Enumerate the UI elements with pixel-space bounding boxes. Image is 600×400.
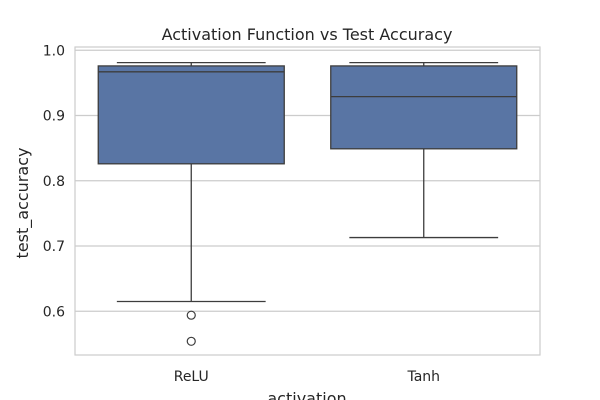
iqr-box <box>97 65 285 165</box>
y-tick-label: 1.0 <box>43 43 65 59</box>
outlier-point <box>186 336 196 346</box>
iqr-box <box>330 65 518 150</box>
x-tick-label: ReLU <box>174 369 209 385</box>
outlier-point <box>186 310 196 320</box>
box-group-relu <box>97 62 285 346</box>
y-tick-label: 0.8 <box>43 174 65 190</box>
plot-frame <box>74 46 541 356</box>
box-layer <box>97 62 518 346</box>
y-axis-title: test_accuracy <box>13 148 33 259</box>
x-tick-label: Tanh <box>406 369 440 385</box>
y-tick-label: 0.7 <box>43 239 65 255</box>
y-tick-label: 0.9 <box>43 109 65 125</box>
y-tick-labels: 0.6 0.7 0.8 0.9 1.0 <box>43 43 65 320</box>
x-tick-labels: ReLU Tanh <box>174 369 440 385</box>
y-tick-label: 0.6 <box>43 304 65 320</box>
x-axis-title: activation <box>267 389 346 400</box>
chart-title: Activation Function vs Test Accuracy <box>162 25 453 44</box>
box-group-tanh <box>330 62 518 239</box>
